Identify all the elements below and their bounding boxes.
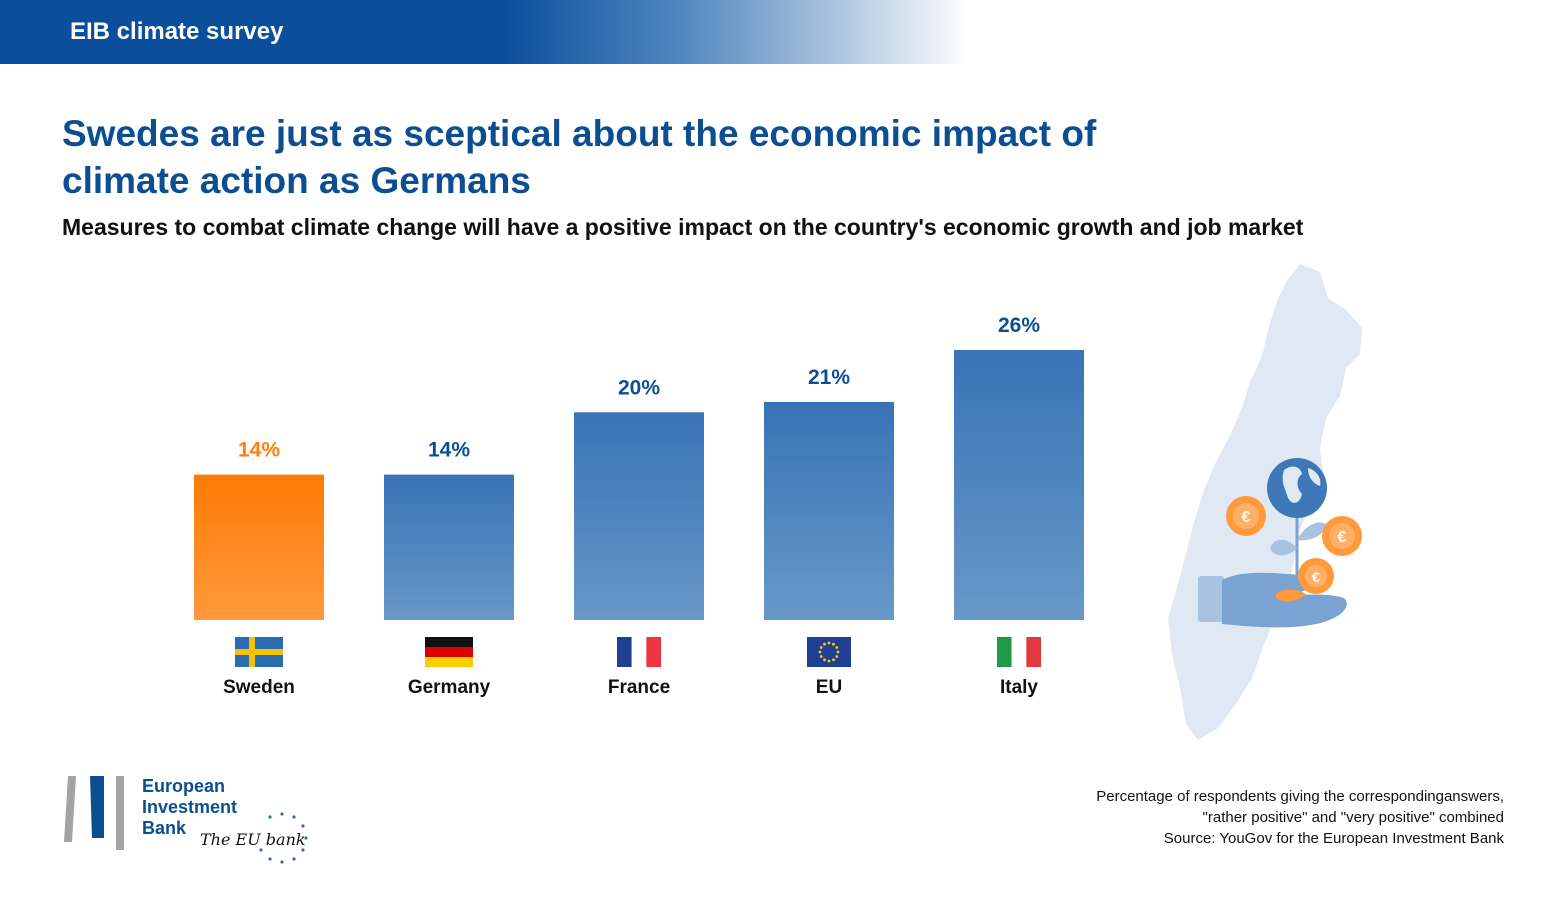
value-label-italy: 26%	[998, 314, 1040, 337]
svg-text:€: €	[1312, 569, 1320, 585]
category-label-germany: Germany	[408, 677, 491, 698]
title-line-2: climate action as Germans	[62, 160, 531, 201]
logo-line-2: Investment	[142, 797, 238, 817]
bar-eu	[764, 401, 894, 620]
chart-footnote: Percentage of respondents giving the cor…	[1096, 786, 1504, 849]
logo-line-1: European	[142, 776, 226, 796]
bar-germany	[384, 474, 514, 620]
value-label-sweden: 14%	[238, 439, 280, 462]
svg-text:€: €	[1338, 529, 1347, 546]
eib-logo-text: European Investment Bank	[142, 776, 237, 839]
logo-line-3: Bank	[142, 818, 187, 838]
title-line-1: Swedes are just as sceptical about the e…	[62, 113, 1097, 154]
footnote-line-2: "rather positive" and "very positive" co…	[1202, 809, 1504, 826]
eib-logo: European Investment Bank The EU bank	[62, 770, 322, 870]
svg-text:€: €	[1242, 509, 1251, 526]
value-label-france: 20%	[618, 376, 660, 399]
category-label-sweden: Sweden	[223, 677, 295, 698]
sweden-flag-icon	[235, 637, 283, 667]
eib-logo-bars-icon	[64, 776, 124, 850]
footnote-line-1: Percentage of respondents giving the cor…	[1096, 788, 1504, 805]
sweden-map-icon: € € €	[1168, 264, 1362, 740]
category-label-italy: Italy	[1000, 677, 1038, 698]
chart-subtitle: Measures to combat climate change will h…	[62, 214, 1304, 240]
hand-plant-coins-icon: € € €	[1198, 458, 1362, 628]
bar-sweden	[194, 474, 324, 620]
eu-stars-icon	[259, 812, 308, 864]
page-title: Swedes are just as sceptical about the e…	[62, 110, 1142, 204]
bar-france	[574, 412, 704, 620]
header-title: EIB climate survey	[70, 18, 284, 45]
eu-flag-icon	[807, 637, 851, 667]
logo-tagline: The EU bank	[200, 830, 306, 849]
germany-flag-icon	[425, 637, 473, 667]
category-label-eu: EU	[816, 677, 842, 698]
category-label-france: France	[608, 677, 670, 698]
header-band: EIB climate survey	[0, 0, 970, 64]
bar-italy	[954, 350, 1084, 620]
footnote-source: Source: YouGov for the European Investme…	[1163, 830, 1504, 847]
france-flag-icon	[617, 637, 661, 667]
value-label-germany: 14%	[428, 439, 470, 462]
value-label-eu: 21%	[808, 366, 850, 389]
italy-flag-icon	[997, 637, 1041, 667]
